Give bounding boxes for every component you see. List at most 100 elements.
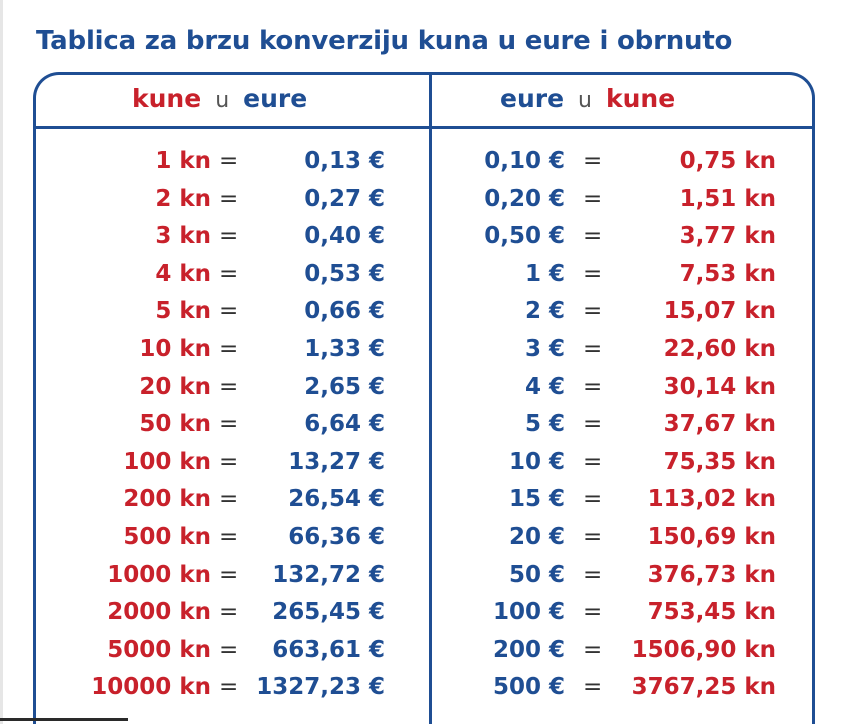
euro-result: 0,53 € [304, 260, 385, 287]
equals-sign: = [583, 260, 603, 287]
euro-result: 1,33 € [304, 335, 385, 362]
equals-sign: = [583, 298, 603, 325]
kuna-amount: 50 kn [139, 411, 211, 438]
euro-amount: 1 € [524, 260, 565, 287]
table-row: 1000 kn = 132,72 € 50 € = 376,73 kn [0, 557, 863, 595]
euro-result: 1327,23 € [256, 674, 385, 701]
kuna-result: 1506,90 kn [631, 636, 776, 663]
equals-sign: = [219, 636, 239, 663]
header-left-from: kune [132, 84, 202, 113]
equals-sign: = [219, 674, 239, 701]
kuna-amount: 20 kn [139, 373, 211, 400]
header-divider-line [33, 126, 815, 129]
equals-sign: = [583, 486, 603, 513]
table-row: 10000 kn = 1327,23 € 500 € = 3767,25 kn [0, 669, 863, 707]
kuna-amount: 10000 kn [91, 674, 211, 701]
kuna-result: 75,35 kn [663, 448, 776, 475]
equals-sign: = [219, 148, 239, 174]
kuna-amount: 2 kn [155, 185, 211, 212]
euro-result: 6,64 € [304, 411, 385, 438]
equals-sign: = [583, 523, 603, 550]
table-row: 2 kn = 0,27 € 0,20 € = 1,51 kn [0, 181, 863, 219]
kuna-result: 150,69 kn [647, 523, 776, 550]
kuna-result: 753,45 kn [647, 599, 776, 626]
euro-amount: 0,50 € [484, 223, 565, 250]
table-row: 20 kn = 2,65 € 4 € = 30,14 kn [0, 369, 863, 407]
equals-sign: = [219, 523, 239, 550]
euro-amount: 10 € [508, 448, 565, 475]
euro-amount: 20 € [508, 523, 565, 550]
table-row: 10 kn = 1,33 € 3 € = 22,60 kn [0, 331, 863, 369]
kuna-amount: 500 kn [123, 523, 211, 550]
euro-result: 663,61 € [272, 636, 385, 663]
euro-amount: 3 € [524, 335, 565, 362]
equals-sign: = [219, 486, 239, 513]
equals-sign: = [583, 599, 603, 626]
equals-sign: = [583, 373, 603, 400]
header-right-from: eure [500, 84, 565, 113]
equals-sign: = [219, 298, 239, 325]
euro-amount: 15 € [508, 486, 565, 513]
equals-sign: = [219, 448, 239, 475]
column-divider-line [429, 72, 432, 724]
kuna-result: 0,75 kn [679, 148, 776, 174]
equals-sign: = [583, 448, 603, 475]
kuna-result: 3,77 kn [679, 223, 776, 250]
header-left-sep: u [215, 88, 230, 113]
euro-result: 0,27 € [304, 185, 385, 212]
kuna-amount: 4 kn [155, 260, 211, 287]
header-right-to: kune [606, 84, 676, 113]
kuna-result: 3767,25 kn [631, 674, 776, 701]
euro-result: 66,36 € [288, 523, 385, 550]
euro-amount: 500 € [492, 674, 565, 701]
euro-result: 13,27 € [288, 448, 385, 475]
euro-amount: 0,10 € [484, 148, 565, 174]
table-row: 200 kn = 26,54 € 15 € = 113,02 kn [0, 481, 863, 519]
euro-amount: 50 € [508, 561, 565, 588]
table-row: 1 kn = 0,13 € 0,10 € = 0,75 kn [0, 143, 863, 181]
kuna-result: 1,51 kn [679, 185, 776, 212]
equals-sign: = [219, 335, 239, 362]
kuna-amount: 1 kn [155, 148, 211, 174]
equals-sign: = [219, 373, 239, 400]
table-row: 50 kn = 6,64 € 5 € = 37,67 kn [0, 406, 863, 444]
equals-sign: = [219, 185, 239, 212]
header-left-to: eure [243, 84, 308, 113]
kuna-amount: 1000 kn [107, 561, 211, 588]
euro-amount: 0,20 € [484, 185, 565, 212]
kuna-amount: 5 kn [155, 298, 211, 325]
kuna-result: 376,73 kn [647, 561, 776, 588]
kuna-result: 37,67 kn [663, 411, 776, 438]
euro-amount: 2 € [524, 298, 565, 325]
kuna-amount: 5000 kn [107, 636, 211, 663]
kuna-result: 22,60 kn [663, 335, 776, 362]
left-edge-line [0, 0, 3, 724]
bottom-edge-mark [0, 718, 128, 721]
equals-sign: = [583, 185, 603, 212]
header-eure-to-kune: eure u kune [500, 84, 675, 113]
equals-sign: = [219, 599, 239, 626]
table-row: 500 kn = 66,36 € 20 € = 150,69 kn [0, 519, 863, 557]
kuna-amount: 3 kn [155, 223, 211, 250]
equals-sign: = [583, 148, 603, 174]
equals-sign: = [219, 561, 239, 588]
kuna-amount: 100 kn [123, 448, 211, 475]
euro-result: 0,13 € [304, 148, 385, 174]
kuna-amount: 10 kn [139, 335, 211, 362]
conversion-rows: 1 kn = 0,13 € 0,10 € = 0,75 kn 2 kn = 0,… [0, 143, 863, 707]
table-row: 5000 kn = 663,61 € 200 € = 1506,90 kn [0, 632, 863, 670]
equals-sign: = [583, 223, 603, 250]
equals-sign: = [219, 411, 239, 438]
euro-amount: 4 € [524, 373, 565, 400]
kuna-result: 7,53 kn [679, 260, 776, 287]
header-right-sep: u [578, 88, 592, 113]
kuna-result: 15,07 kn [663, 298, 776, 325]
euro-result: 2,65 € [304, 373, 385, 400]
kuna-result: 113,02 kn [647, 486, 776, 513]
euro-amount: 200 € [492, 636, 565, 663]
table-row: 5 kn = 0,66 € 2 € = 15,07 kn [0, 293, 863, 331]
kuna-result: 30,14 kn [663, 373, 776, 400]
equals-sign: = [583, 561, 603, 588]
kuna-amount: 2000 kn [107, 599, 211, 626]
euro-amount: 5 € [524, 411, 565, 438]
